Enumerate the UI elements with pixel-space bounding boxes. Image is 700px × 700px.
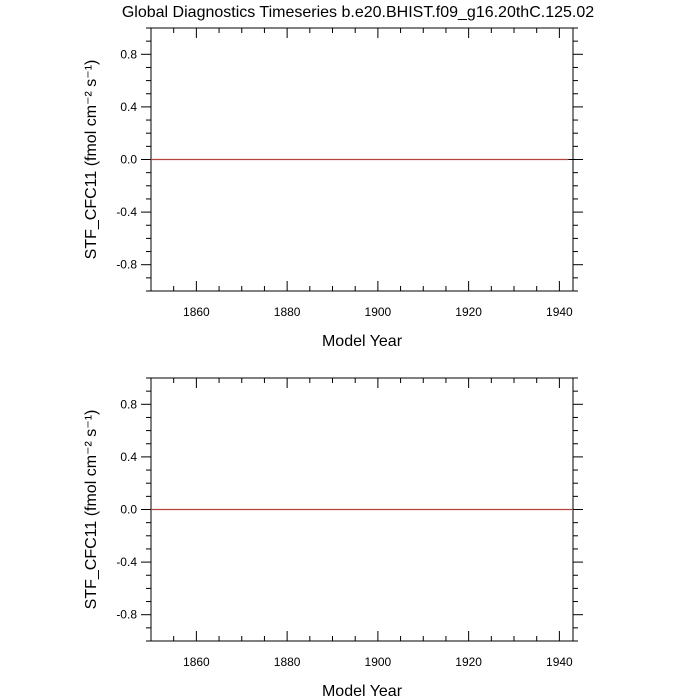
x-axis-title: Model Year	[322, 683, 403, 700]
y-tick-label: 0.0	[120, 503, 137, 517]
y-axis-title: STF_CFC11 (fmol cm⁻² s⁻¹)	[83, 410, 100, 610]
y-tick-label: 0.0	[120, 153, 137, 167]
top-panel: 1860 1880 1900 1920 1940 -0.8 -0.4 0.0 0.4 0.8 Mod…	[83, 27, 583, 350]
x-tick-label: 1860	[183, 655, 210, 669]
x-tick-label: 1940	[546, 655, 573, 669]
figure-title: Global Diagnostics Timeseries b.e20.BHIS…	[122, 4, 594, 21]
x-tick-label: 1920	[455, 655, 482, 669]
x-axis-title: Model Year	[322, 333, 403, 350]
y-tick-label: -0.4	[116, 555, 137, 569]
bottom-panel: 1860 1880 1900 1920 1940 -0.8 -0.4 0.0 0.4 0.8 Mod…	[83, 377, 583, 700]
x-tick-label: 1940	[546, 305, 573, 319]
y-tick-label: -0.8	[116, 608, 137, 622]
x-tick-label: 1860	[183, 305, 210, 319]
y-axis-title: STF_CFC11 (fmol cm⁻² s⁻¹)	[83, 60, 100, 260]
y-tick-label: 0.4	[120, 450, 137, 464]
x-tick-label: 1900	[365, 655, 392, 669]
y-tick-label: -0.4	[116, 205, 137, 219]
y-tick-label: -0.8	[116, 258, 137, 272]
x-tick-label: 1900	[365, 305, 392, 319]
y-tick-label: 0.8	[120, 47, 137, 61]
y-tick-label: 0.4	[120, 100, 137, 114]
x-tick-label: 1880	[274, 305, 301, 319]
x-tick-label: 1880	[274, 655, 301, 669]
y-tick-label: 0.8	[120, 397, 137, 411]
x-tick-label: 1920	[455, 305, 482, 319]
